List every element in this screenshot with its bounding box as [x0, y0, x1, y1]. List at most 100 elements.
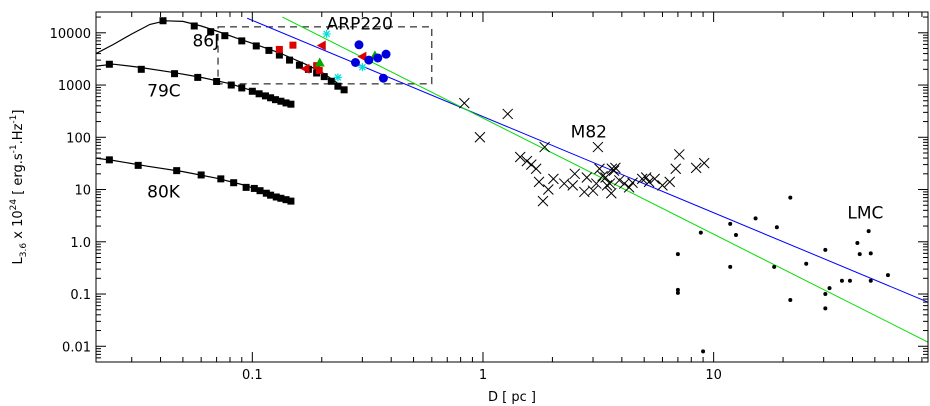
dot-marker: [788, 297, 793, 302]
square-marker: [137, 65, 145, 73]
x-marker: [474, 131, 486, 143]
x-marker: [605, 187, 617, 199]
x-marker: [569, 168, 581, 180]
square-marker: [287, 197, 295, 205]
square-marker: [197, 171, 205, 179]
x-marker: [610, 162, 621, 174]
y-tick-label: 0.01: [62, 340, 91, 355]
square-marker: [238, 37, 246, 45]
square-marker: [248, 87, 256, 95]
annotation-80k: 80K: [147, 183, 181, 203]
x-marker: [458, 97, 470, 109]
annotation-arp220: ARP220: [327, 15, 393, 35]
square-marker: [340, 86, 348, 94]
square-marker: [286, 56, 294, 64]
square-marker: [194, 73, 202, 81]
triangle-left-marker: [300, 63, 310, 74]
dot-marker: [753, 216, 758, 221]
fit-line-0: [246, 17, 928, 303]
square-marker: [282, 196, 290, 204]
circle-marker: [378, 73, 388, 83]
dot-marker: [823, 306, 828, 311]
triangle-up-marker: [314, 57, 325, 67]
square-marker: [271, 96, 279, 104]
x-marker: [567, 180, 579, 191]
square-marker: [275, 51, 283, 59]
square-marker: [272, 193, 280, 201]
x-marker: [601, 180, 613, 191]
dot-marker: [728, 264, 733, 269]
circle-marker: [373, 53, 383, 63]
x-marker: [608, 165, 620, 176]
y-tick-label: 1.0: [70, 236, 91, 251]
x-marker: [581, 172, 593, 183]
square-marker: [277, 194, 285, 202]
dot-marker: [839, 278, 844, 283]
triangle-left-marker: [357, 51, 367, 62]
square-marker: [275, 45, 283, 53]
dot-marker: [675, 290, 680, 295]
square-marker: [267, 94, 275, 102]
x-marker: [542, 184, 554, 195]
circle-marker: [364, 55, 374, 65]
x-marker: [521, 155, 533, 167]
dot-marker: [774, 225, 779, 230]
y-tick-label: 100: [66, 131, 91, 146]
x-marker: [690, 162, 702, 174]
dot-marker: [698, 230, 703, 235]
x-marker: [578, 186, 590, 198]
plot-content: [96, 16, 928, 354]
asterisk-marker: [333, 73, 342, 82]
circle-marker: [381, 49, 391, 59]
x-marker: [673, 149, 685, 160]
y-tick-label: 0.1: [70, 288, 91, 303]
model-curve-1: [96, 63, 292, 105]
x-axis-label: D [ pc ]: [488, 390, 536, 405]
square-marker: [227, 81, 235, 89]
dot-marker: [788, 195, 793, 200]
square-marker: [207, 28, 215, 36]
dashed-region-box: [217, 26, 433, 85]
y-tick-label: 10: [74, 184, 91, 199]
square-marker: [171, 70, 179, 78]
dot-marker: [827, 286, 832, 291]
square-marker: [134, 161, 142, 169]
square-marker: [230, 179, 238, 187]
square-marker: [327, 77, 335, 85]
square-marker: [255, 90, 263, 98]
x-marker: [657, 180, 668, 191]
dot-marker: [733, 232, 738, 237]
x-marker: [698, 157, 710, 169]
x-marker: [558, 178, 570, 189]
dot-marker: [868, 278, 873, 283]
square-marker: [295, 61, 303, 69]
square-marker: [277, 97, 285, 105]
dot-marker: [823, 292, 828, 297]
square-marker: [190, 22, 198, 30]
x-marker: [548, 173, 559, 185]
asterisk-marker: [322, 29, 331, 38]
dot-marker: [868, 251, 873, 256]
square-marker: [334, 82, 342, 90]
square-marker: [221, 32, 229, 40]
square-marker: [320, 73, 328, 81]
dot-marker: [847, 278, 852, 283]
y-tick-label: 10000: [50, 27, 91, 42]
fit-line-1: [282, 16, 928, 343]
dot-marker: [804, 261, 809, 266]
y-tick-label: 1000: [58, 79, 91, 94]
x-marker: [537, 195, 549, 207]
x-marker: [649, 173, 661, 185]
x-marker: [539, 141, 550, 153]
square-marker: [105, 60, 113, 68]
x-tick-label: 10: [705, 368, 722, 383]
dot-marker: [857, 252, 862, 257]
x-marker: [627, 177, 638, 189]
y-axis-label: L3.6 x 1024 [ erg.s-1.Hz-1]: [9, 110, 29, 265]
dot-marker: [855, 240, 860, 245]
annotation-79c: 79C: [147, 82, 181, 102]
x-marker: [613, 174, 625, 186]
circle-marker: [350, 58, 360, 68]
square-marker: [238, 84, 246, 92]
